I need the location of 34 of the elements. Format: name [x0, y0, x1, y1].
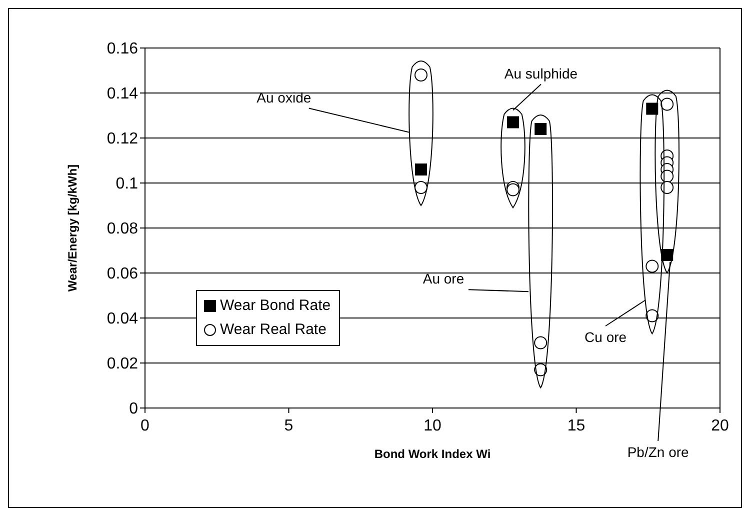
annotation: Pb/Zn ore	[627, 444, 690, 460]
y-tick-label: 0.08	[106, 220, 138, 238]
point	[646, 102, 658, 115]
y-tick-label: 0.1	[116, 176, 138, 193]
annotation: Cu ore	[584, 329, 627, 346]
point	[534, 336, 548, 350]
point	[507, 116, 519, 128]
x-tick-label: 20	[711, 417, 729, 434]
point	[646, 260, 659, 273]
x-axis-title: Bond Work Index Wi	[374, 447, 491, 461]
legend-label: Wear Bond Rate	[220, 296, 331, 316]
point	[660, 181, 674, 194]
point	[414, 68, 428, 82]
legend-label: Wear Real Rate	[220, 320, 326, 340]
point	[414, 181, 428, 194]
point	[534, 123, 547, 135]
y-tick-label: 0	[129, 400, 138, 418]
y-tick-label: 0.04	[106, 310, 138, 328]
y-tick-label: 0.06	[106, 266, 138, 283]
x-tick-label: 10	[424, 417, 442, 434]
y-axis-title: Wear/Energy [kg/kWh]	[65, 164, 80, 292]
annotation: Au sulphide	[504, 65, 578, 82]
y-tick-label: 0.16	[106, 40, 138, 58]
annotation: Au oxide	[256, 89, 312, 106]
point	[660, 98, 674, 111]
y-tick-label: 0.12	[106, 130, 138, 148]
y-tick-label: 0.14	[106, 86, 138, 103]
x-tick-label: 5	[284, 417, 294, 434]
x-tick-label: 15	[567, 417, 586, 434]
x-tick-label: 0	[140, 417, 150, 434]
annotation: Au ore	[422, 270, 464, 287]
point	[415, 164, 427, 176]
y-tick-label: 0.02	[106, 356, 138, 373]
point	[506, 183, 520, 196]
